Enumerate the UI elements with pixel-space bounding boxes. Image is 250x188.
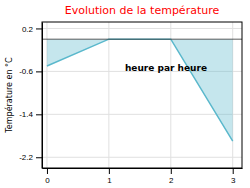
y-tick-mark	[36, 157, 42, 158]
y-tick-mark	[36, 71, 42, 72]
plot: 0 1 2 3 0.2 -0.6 -1.4 -2.2	[19, 22, 242, 185]
grid	[42, 22, 242, 168]
plot-frame	[42, 22, 242, 168]
x-axis-line	[43, 168, 243, 169]
line	[47, 39, 233, 141]
x-tick: 3	[231, 168, 236, 185]
y-tick-label: 0.2	[22, 25, 34, 34]
x-tick-mark	[109, 168, 110, 174]
x-tick-label: 3	[231, 176, 236, 185]
x-tick-label: 2	[169, 176, 174, 185]
y-tick: 0.2	[22, 25, 42, 34]
grid-line	[170, 22, 171, 168]
grid-line	[42, 28, 242, 29]
x-tick: 2	[169, 168, 174, 185]
x-axis: 0 1 2 3	[43, 168, 243, 185]
y-tick: -2.2	[19, 153, 42, 162]
y-tick: -1.4	[19, 110, 42, 119]
y-tick-label: -0.6	[19, 67, 33, 76]
y-tick: -0.6	[19, 67, 42, 76]
annotation: heure par heure	[125, 63, 207, 73]
x-tick-label: 0	[45, 176, 50, 185]
grid-line	[108, 22, 109, 168]
marks	[47, 39, 233, 141]
x-tick: 1	[107, 168, 112, 185]
grid-line	[42, 157, 242, 158]
grid-line	[42, 114, 242, 115]
x-tick-mark	[171, 168, 172, 174]
y-tick-label: -2.2	[19, 153, 33, 162]
x-tick: 0	[45, 168, 50, 185]
baseline	[42, 39, 242, 40]
y-axis-title: Température en °C	[4, 57, 14, 134]
x-tick-mark	[233, 168, 234, 174]
y-tick-mark	[36, 28, 42, 29]
title: Evolution de la température	[65, 4, 220, 17]
area	[47, 39, 233, 141]
y-tick-label: -1.4	[19, 110, 33, 119]
y-axis-line	[42, 23, 43, 169]
y-axis: 0.2 -0.6 -1.4 -2.2	[19, 23, 42, 169]
chart: 0 1 2 3 0.2 -0.6 -1.4 -2.2 Evolution de la tempé…	[0, 0, 250, 188]
x-tick-mark	[47, 168, 48, 174]
y-tick-mark	[36, 114, 42, 115]
x-tick-label: 1	[107, 176, 112, 185]
